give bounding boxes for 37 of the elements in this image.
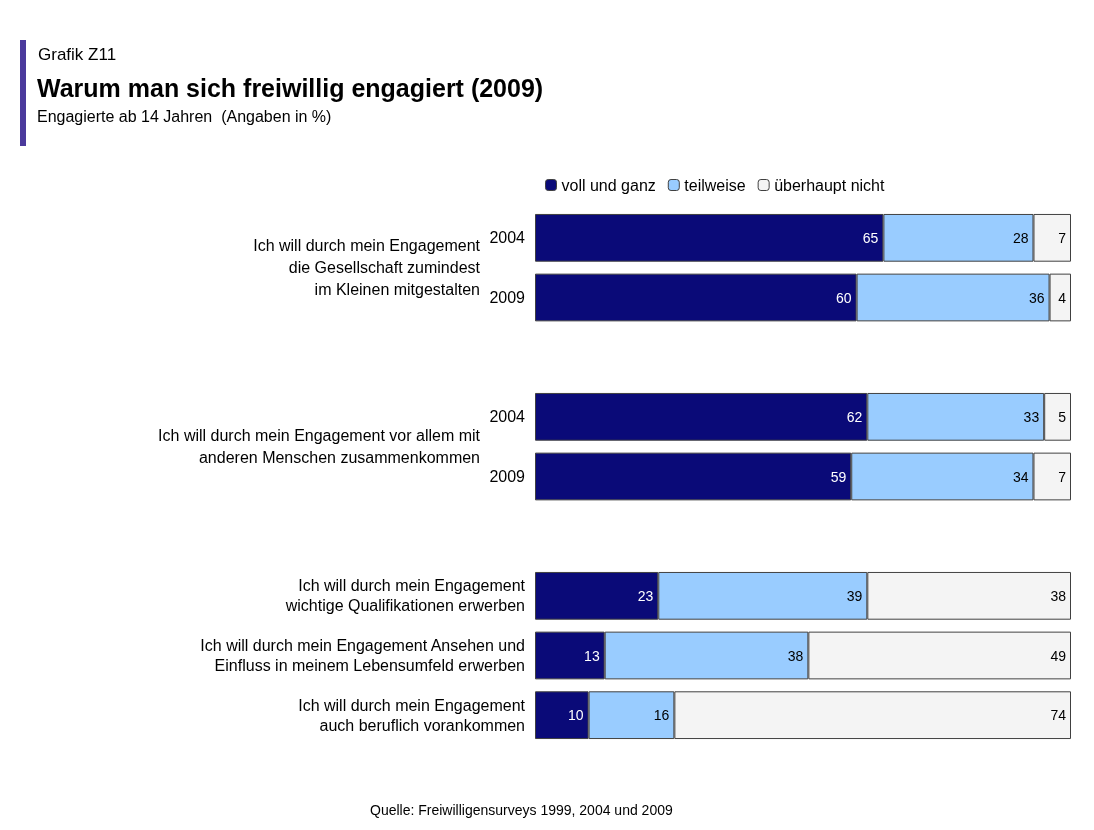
data-label: 7 — [1058, 229, 1067, 246]
data-label: 38 — [787, 647, 804, 664]
source-note: Quelle: Freiwilligensurveys 1999, 2004 und 2009 — [370, 802, 673, 818]
data-label: 65 — [862, 229, 879, 246]
data-label: 49 — [1050, 647, 1067, 664]
data-label: 5 — [1058, 408, 1067, 425]
data-label: 7 — [1058, 468, 1067, 485]
y-tick-label: 2009 — [489, 289, 526, 306]
data-label: 34 — [1012, 468, 1029, 485]
text: Ich will durch mein Engagement die Gesellschaft zumindest im Kleinen mitgestalten — [253, 237, 481, 299]
y-tick-label: Ich will durch mein Engagement auch beruflich vorankommen — [298, 696, 526, 734]
y-tick-label: Ich will durch mein Engagement Ansehen und Einfluss in meinem Lebensumfeld erwerben — [200, 637, 525, 674]
legend-label: teilweise — [684, 176, 746, 194]
data-label: 23 — [637, 587, 654, 604]
legend-label: voll und ganz — [561, 176, 656, 194]
data-label: 74 — [1050, 707, 1067, 724]
data-label: 13 — [584, 647, 600, 664]
data-label: 16 — [653, 707, 670, 724]
data-label: 59 — [830, 468, 847, 485]
y-tick-label: 2004 — [489, 408, 526, 426]
y-tick-label: Ich will durch mein Engagement wichtige Qualifikationen erwerben — [284, 577, 526, 615]
data-label: 38 — [1050, 587, 1067, 604]
data-label: 10 — [568, 707, 584, 724]
text: Grafik Z11 — [38, 45, 117, 64]
data-label: 62 — [846, 408, 863, 425]
text: Engagierte ab 14 Jahren (Angaben in %) — [37, 107, 332, 125]
text: Warum man sich freiwillig engagiert (2009) — [37, 73, 544, 102]
data-label: 28 — [1012, 229, 1029, 246]
data-label: 33 — [1023, 408, 1040, 425]
legend-label: überhaupt nicht — [774, 176, 886, 194]
data-label: 36 — [1028, 289, 1045, 306]
y-tick-label: 2004 — [489, 229, 526, 247]
data-label: 39 — [846, 587, 863, 604]
data-label: 60 — [836, 289, 852, 306]
y-tick-label: 2009 — [489, 468, 526, 485]
data-label: 4 — [1058, 289, 1067, 306]
text: Ich will durch mein Engagement vor allem mit anderen Menschen zusammenkommen — [158, 427, 481, 467]
